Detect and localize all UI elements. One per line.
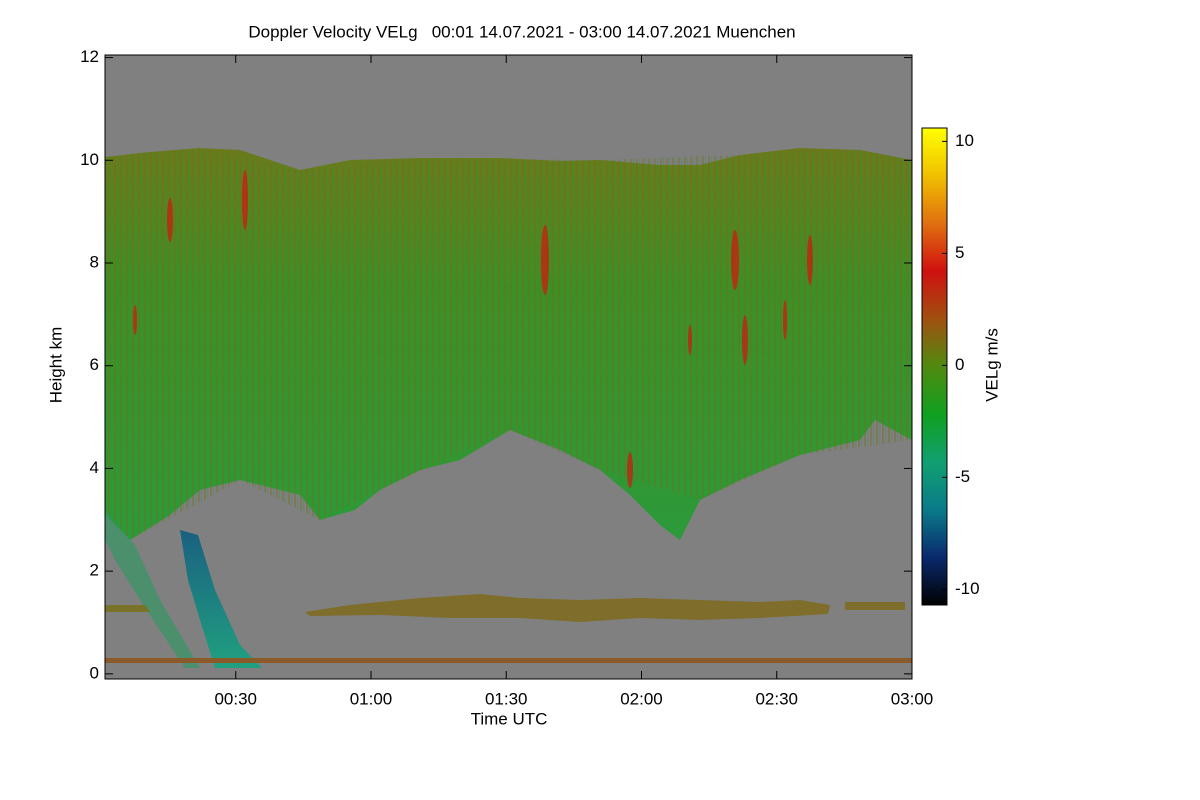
precip-trails [105,510,200,668]
y-tick-label: 8 [90,252,99,271]
y-tick-label: 2 [90,561,99,580]
colorbar-tick-label: 10 [955,131,974,150]
colorbar-tick-label: -10 [955,579,980,598]
cloud-texture [105,148,912,540]
x-axis-label: Time UTC [471,709,548,728]
ground-clutter [105,658,912,663]
x-tick-label: 02:00 [620,689,663,708]
low-cloud-layer [305,594,830,622]
x-tick-label: 01:00 [350,689,393,708]
x-tick-label: 03:00 [891,689,934,708]
x-tick-label: 00:30 [214,689,257,708]
y-tick-label: 4 [90,458,99,477]
colorbar [921,127,948,606]
y-tick-label: 6 [90,355,99,374]
colorbar-tick-label: -5 [955,467,970,486]
plot-frame [104,54,913,680]
y-tick-label: 0 [90,663,99,682]
y-tick-label: 10 [80,150,99,169]
chart-title: Doppler Velocity VELg 00:01 14.07.2021 -… [248,22,795,41]
x-tick-label: 01:30 [485,689,528,708]
fall-streak [180,530,262,668]
y-axis-label: Height km [46,327,65,404]
low-cloud-layer [105,605,150,612]
updraft-streaks [133,170,813,488]
colorbar-tick-label: 0 [955,355,964,374]
plot-field [105,55,912,679]
colorbar-label: VELg m/s [982,328,1001,402]
colorbar-tick-label: 5 [955,243,964,262]
low-cloud-layer [845,602,905,610]
x-tick-label: 02:30 [755,689,798,708]
y-tick-label: 12 [80,47,99,66]
